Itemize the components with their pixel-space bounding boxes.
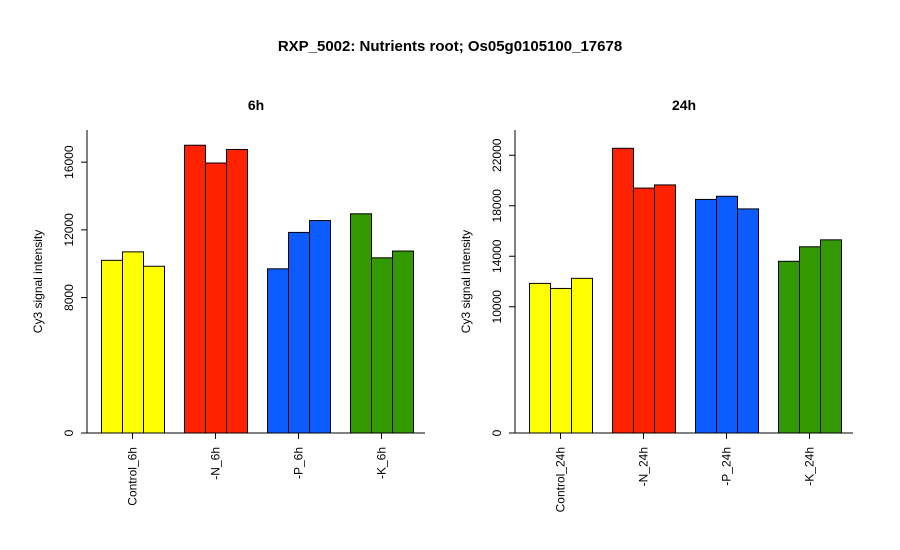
x-tick-label: -N_24h xyxy=(637,447,651,486)
y-tick-label: 22000 xyxy=(490,138,504,172)
bar xyxy=(654,184,676,434)
bar xyxy=(571,277,593,434)
bar xyxy=(799,246,821,434)
y-tick-label: 0 xyxy=(490,429,504,436)
bar xyxy=(288,231,310,434)
bar xyxy=(778,260,800,434)
y-tick-label: 14000 xyxy=(490,239,504,273)
x-tick-label: -K_24h xyxy=(803,447,817,486)
bar xyxy=(392,250,414,434)
y-tick-label: 10000 xyxy=(490,290,504,324)
x-tick-label: Control_6h xyxy=(126,447,140,506)
bar xyxy=(529,282,551,434)
x-tick-label: -N_6h xyxy=(209,447,223,480)
bar xyxy=(143,265,165,434)
bar xyxy=(716,195,738,434)
x-tick-label: -P_6h xyxy=(292,447,306,479)
bar xyxy=(633,187,655,434)
bar xyxy=(101,259,123,434)
y-axis-label: Cy3 signal intensity xyxy=(459,230,473,333)
bar xyxy=(184,144,206,434)
bar xyxy=(350,213,372,434)
x-tick-label: Control_24h xyxy=(554,447,568,512)
bar xyxy=(371,257,393,434)
y-axis-label: Cy3 signal intensity xyxy=(31,230,45,333)
bar xyxy=(820,239,842,434)
bar xyxy=(267,268,289,434)
bar xyxy=(205,162,227,434)
y-tick-label: 8000 xyxy=(62,284,76,311)
bar xyxy=(226,148,248,434)
bar xyxy=(695,198,717,434)
x-tick-label: -P_24h xyxy=(720,447,734,486)
y-tick-label: 18000 xyxy=(490,189,504,223)
y-tick-label: 12000 xyxy=(62,213,76,247)
bar xyxy=(122,251,144,434)
bar xyxy=(309,220,331,434)
bar xyxy=(550,287,572,434)
y-tick-label: 0 xyxy=(62,429,76,436)
panel-24h: 24h 0 10000 14000 18000 22000 Cy3 signal inten… xyxy=(459,97,853,512)
main-title: RXP_5002: Nutrients root; Os05g0105100_1… xyxy=(277,38,623,55)
panel-title: 24h xyxy=(672,97,696,113)
bar xyxy=(612,147,634,434)
panel-6h: 6h 0 8000 12000 16000 Cy3 signal intensity Con… xyxy=(31,97,425,506)
y-tick-label: 16000 xyxy=(62,145,76,179)
x-tick-label: -K_6h xyxy=(375,447,389,479)
panel-title: 6h xyxy=(248,97,264,113)
bar xyxy=(737,208,759,434)
